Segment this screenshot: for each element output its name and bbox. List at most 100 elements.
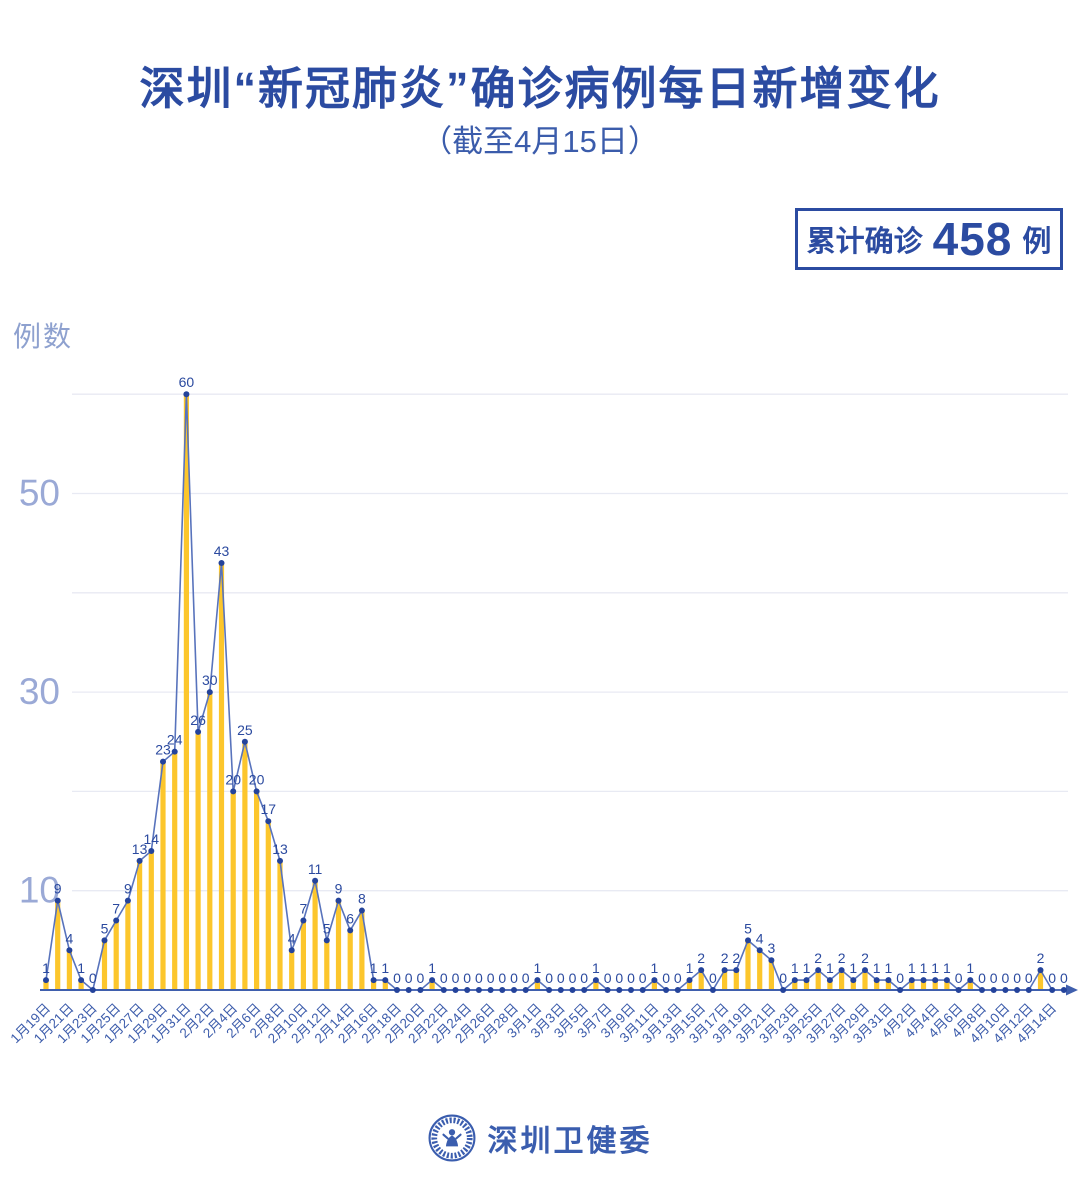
data-point <box>124 897 131 904</box>
bar <box>1037 970 1044 990</box>
data-point <box>979 987 985 993</box>
value-label: 4 <box>66 930 74 946</box>
bar <box>827 980 833 990</box>
data-point <box>803 977 810 984</box>
data-point <box>698 967 705 974</box>
data-point <box>511 987 517 993</box>
data-point <box>300 917 307 924</box>
value-label: 24 <box>167 732 183 748</box>
bar <box>137 860 143 990</box>
value-label: 2 <box>732 950 740 966</box>
data-point <box>417 987 424 993</box>
data-point <box>721 967 728 974</box>
data-point <box>335 897 342 904</box>
data-point <box>370 977 377 984</box>
value-label: 1 <box>966 960 974 976</box>
value-label: 0 <box>627 970 635 986</box>
data-point <box>487 987 494 993</box>
value-label: 0 <box>615 970 623 986</box>
data-point <box>405 987 412 993</box>
value-label: 0 <box>522 970 530 986</box>
footer: 深圳卫健委 <box>0 1108 1080 1168</box>
data-point <box>136 857 143 864</box>
bar <box>312 880 318 990</box>
data-point <box>101 937 108 944</box>
value-label: 1 <box>381 960 389 976</box>
bar <box>757 950 763 990</box>
bar <box>125 900 131 990</box>
page-subtitle: （截至4月15日） <box>421 124 659 159</box>
data-point <box>358 907 365 914</box>
value-label: 0 <box>580 970 588 986</box>
value-label: 26 <box>190 712 206 728</box>
value-label: 43 <box>214 543 230 559</box>
bar <box>862 970 868 990</box>
value-label: 1 <box>943 960 951 976</box>
bar <box>277 860 283 990</box>
value-label: 2 <box>721 950 729 966</box>
data-point <box>534 977 541 984</box>
data-point <box>54 897 61 904</box>
page-title: 深圳“新冠肺炎”确诊病例每日新增变化 <box>139 63 941 114</box>
y-axis-title: 例数 <box>13 321 74 352</box>
bar <box>347 930 353 990</box>
bar <box>324 940 330 990</box>
value-label: 0 <box>452 970 460 986</box>
data-point <box>616 987 623 993</box>
value-label: 0 <box>487 970 495 986</box>
data-point <box>230 788 237 795</box>
value-label: 0 <box>674 970 682 986</box>
org-logo-icon <box>428 1114 475 1162</box>
value-label: 8 <box>358 891 366 907</box>
data-point <box>581 987 588 993</box>
value-label: 4 <box>756 930 764 946</box>
value-label: 7 <box>112 900 120 916</box>
bar <box>183 394 189 990</box>
value-label: 14 <box>144 831 160 847</box>
bar <box>429 980 435 990</box>
bar <box>113 920 119 990</box>
value-label: 0 <box>393 970 401 986</box>
value-label: 0 <box>896 970 904 986</box>
bar <box>967 980 973 990</box>
value-label: 11 <box>308 861 323 877</box>
data-point <box>429 977 436 984</box>
data-point <box>955 987 962 993</box>
bar <box>148 850 154 990</box>
bar <box>534 980 540 990</box>
bar <box>300 920 306 990</box>
data-point <box>347 927 354 934</box>
value-label: 25 <box>237 722 253 738</box>
value-label: 1 <box>651 960 659 976</box>
value-label: 2 <box>814 950 822 966</box>
value-label: 1 <box>791 960 799 976</box>
value-label: 0 <box>569 970 577 986</box>
data-point <box>218 560 225 567</box>
data-point <box>592 977 599 984</box>
value-label: 13 <box>132 841 148 857</box>
value-label: 9 <box>335 881 343 897</box>
bar <box>885 980 891 990</box>
value-label: 1 <box>849 960 857 976</box>
value-label: 1 <box>803 960 811 976</box>
data-point <box>604 987 611 993</box>
y-tick-label: 10 <box>19 870 60 911</box>
data-point <box>1014 987 1021 993</box>
bar <box>722 970 728 990</box>
value-label: 0 <box>662 970 670 986</box>
value-label: 0 <box>463 970 471 986</box>
value-label: 5 <box>323 920 331 936</box>
value-label: 2 <box>861 950 869 966</box>
data-point <box>709 987 716 993</box>
data-point <box>557 987 564 993</box>
data-point <box>628 987 634 993</box>
data-point <box>1002 987 1009 993</box>
value-label: 1 <box>873 960 881 976</box>
value-label: 1 <box>370 960 378 976</box>
data-point <box>1037 967 1044 974</box>
value-label: 1 <box>77 960 85 976</box>
value-label: 0 <box>498 970 506 986</box>
bar <box>43 980 49 990</box>
value-label: 20 <box>249 771 265 787</box>
data-point <box>148 847 155 854</box>
